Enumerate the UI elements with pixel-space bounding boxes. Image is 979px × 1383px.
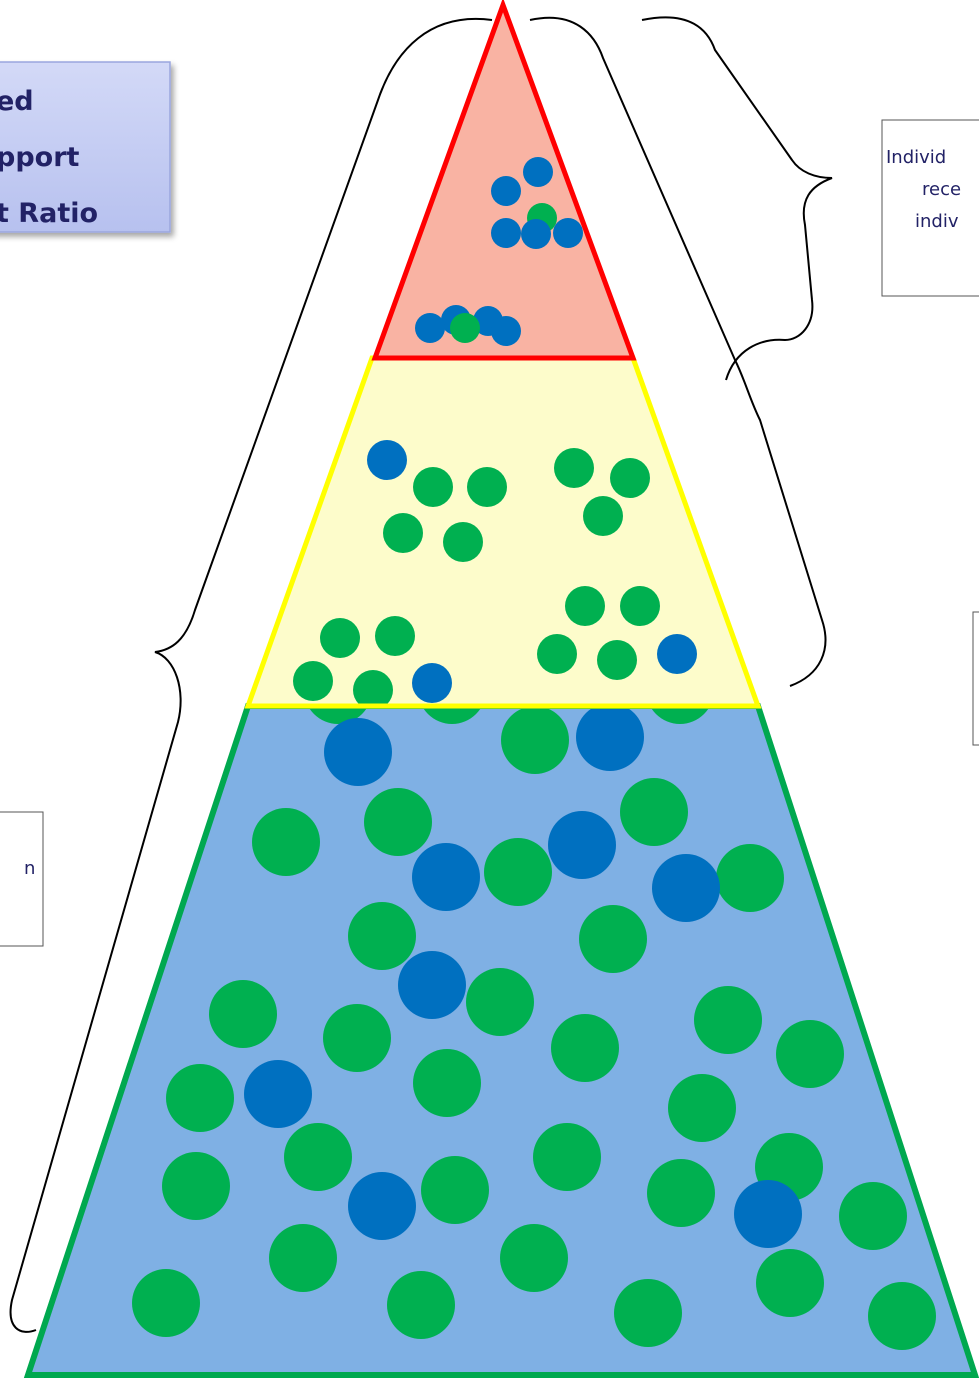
dot <box>415 313 445 343</box>
dot <box>491 316 521 346</box>
dot <box>579 905 647 973</box>
brace-right-large <box>529 16 827 687</box>
box-line: Individ <box>886 147 946 168</box>
dot <box>348 902 416 970</box>
dot <box>548 811 616 879</box>
dot <box>614 1279 682 1347</box>
dot <box>293 661 333 701</box>
dot <box>553 218 583 248</box>
dot <box>583 496 623 536</box>
brace-left <box>9 17 493 1333</box>
left-box <box>0 811 44 947</box>
dot <box>501 706 569 774</box>
dot <box>597 640 637 680</box>
dot <box>868 1282 936 1350</box>
dot <box>521 219 551 249</box>
dot <box>413 1049 481 1117</box>
dot <box>610 458 650 498</box>
dot <box>348 1172 416 1240</box>
dot <box>443 522 483 562</box>
right-box <box>881 119 979 297</box>
dot <box>387 1271 455 1339</box>
dot <box>576 706 644 771</box>
dot <box>776 1020 844 1088</box>
dot <box>324 718 392 786</box>
dot <box>421 1156 489 1224</box>
dot <box>252 808 320 876</box>
dot <box>269 1224 337 1292</box>
dot <box>652 854 720 922</box>
dot <box>364 788 432 856</box>
dot <box>132 1269 200 1337</box>
dot <box>657 634 697 674</box>
dots-top <box>415 157 583 346</box>
dot <box>375 616 415 656</box>
dot <box>647 1159 715 1227</box>
tier-top-outline <box>371 0 637 361</box>
dot <box>620 586 660 626</box>
dot <box>551 1014 619 1082</box>
dot <box>353 670 393 706</box>
dot <box>367 440 407 480</box>
dot <box>398 951 466 1019</box>
dot <box>491 176 521 206</box>
dot <box>523 157 553 187</box>
title-line: pport <box>0 142 80 173</box>
box-line: rece <box>922 179 961 200</box>
dot <box>323 1004 391 1072</box>
dot <box>383 513 423 553</box>
dots-middle <box>293 440 697 706</box>
dot <box>466 968 534 1036</box>
dot <box>166 1064 234 1132</box>
dot <box>484 838 552 906</box>
dot <box>467 467 507 507</box>
dot <box>533 1123 601 1191</box>
dot <box>620 778 688 846</box>
dot <box>284 1123 352 1191</box>
right-box-edge <box>972 611 979 746</box>
dot <box>209 980 277 1048</box>
dot <box>162 1152 230 1220</box>
dot <box>756 1249 824 1317</box>
box-line: indiv <box>915 211 959 232</box>
title-line: ed <box>0 86 34 117</box>
box-line: n <box>24 858 35 879</box>
dot <box>413 467 453 507</box>
dot <box>244 1060 312 1128</box>
dot <box>500 1224 568 1292</box>
dot <box>554 448 594 488</box>
dot <box>450 313 480 343</box>
dot <box>320 618 360 658</box>
dot <box>412 663 452 703</box>
dot <box>491 218 521 248</box>
brace-right-small <box>641 16 833 381</box>
dot <box>565 586 605 626</box>
title-box <box>0 61 171 233</box>
dot <box>537 634 577 674</box>
dot <box>694 986 762 1054</box>
dot <box>734 1180 802 1248</box>
dot <box>839 1182 907 1250</box>
title-line: t Ratio <box>0 198 98 229</box>
dot <box>668 1074 736 1142</box>
dot <box>412 843 480 911</box>
dot <box>716 844 784 912</box>
